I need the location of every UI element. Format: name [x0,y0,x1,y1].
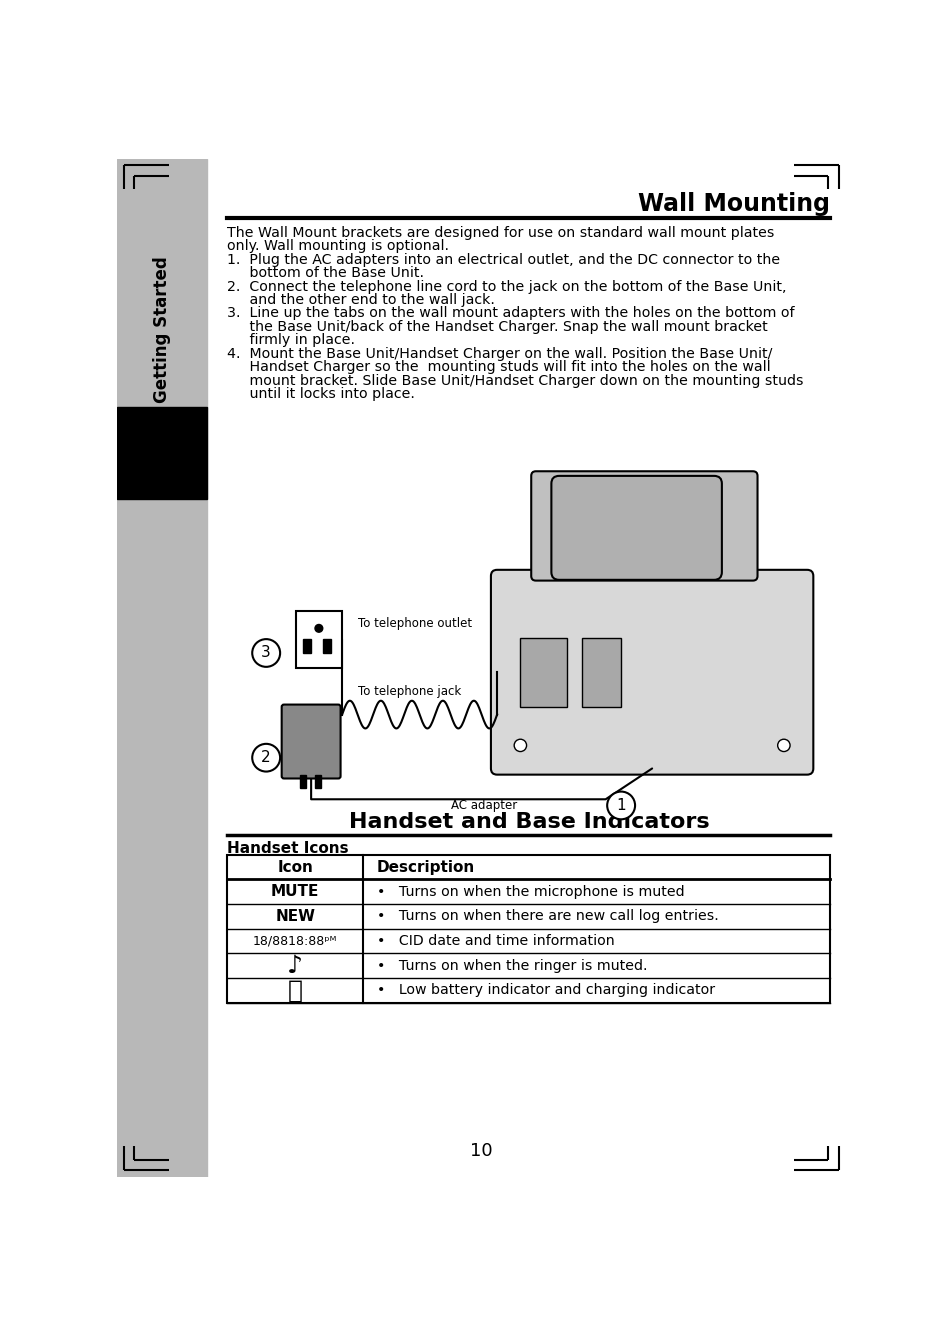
Text: until it locks into place.: until it locks into place. [227,387,415,402]
FancyBboxPatch shape [491,570,813,775]
Bar [117,159,207,1177]
Text: Wall Mounting: Wall Mounting [639,192,830,215]
Circle shape [777,739,790,751]
Text: 2: 2 [261,750,271,765]
FancyBboxPatch shape [531,471,758,580]
Text: Icon: Icon [277,859,314,875]
Text: Handset Icons: Handset Icons [227,841,349,855]
Bar [227,855,830,1002]
Text: •   Turns on when there are new call log entries.: • Turns on when there are new call log e… [377,910,718,923]
Text: Description: Description [377,859,475,875]
Text: ♪: ♪ [287,953,303,977]
Text: 2.  Connect the telephone line cord to the jack on the bottom of the Base Unit,: 2. Connect the telephone line cord to th… [227,279,787,293]
Bar [296,611,342,669]
Text: •   Turns on when the ringer is muted.: • Turns on when the ringer is muted. [377,958,648,973]
Text: mount bracket. Slide Base Unit/Handset Charger down on the mounting studs: mount bracket. Slide Base Unit/Handset C… [227,374,804,387]
Text: bottom of the Base Unit.: bottom of the Base Unit. [227,266,424,280]
Text: 1: 1 [616,798,626,813]
Circle shape [253,744,280,772]
Text: To telephone outlet: To telephone outlet [358,617,471,631]
Text: 3: 3 [261,645,271,661]
Text: To telephone jack: To telephone jack [358,685,461,698]
Circle shape [515,739,527,751]
Text: 10: 10 [470,1142,493,1159]
Text: the Base Unit/back of the Handset Charger. Snap the wall mount bracket: the Base Unit/back of the Handset Charge… [227,320,768,334]
Text: •   CID date and time information: • CID date and time information [377,933,615,948]
Circle shape [253,639,280,666]
Bar [582,637,621,707]
Text: Handset Charger so the  mounting studs will fit into the holes on the wall: Handset Charger so the mounting studs wi… [227,361,771,374]
Bar [303,639,311,653]
Text: firmly in place.: firmly in place. [227,333,356,348]
Text: 4.  Mount the Base Unit/Handset Charger on the wall. Position the Base Unit/: 4. Mount the Base Unit/Handset Charger o… [227,346,773,361]
Circle shape [315,624,323,632]
Bar [520,637,567,707]
Text: and the other end to the wall jack.: and the other end to the wall jack. [227,293,495,307]
Bar [323,639,331,653]
FancyBboxPatch shape [551,476,722,580]
Text: The Wall Mount brackets are designed for use on standard wall mount plates: The Wall Mount brackets are designed for… [227,226,775,239]
Text: Handset and Base Indicators: Handset and Base Indicators [348,812,709,832]
Text: AC adapter: AC adapter [451,798,516,812]
Text: •   Turns on when the microphone is muted: • Turns on when the microphone is muted [377,884,685,899]
Text: NEW: NEW [275,908,316,924]
Text: 3.  Line up the tabs on the wall mount adapters with the holes on the bottom of: 3. Line up the tabs on the wall mount ad… [227,307,795,320]
Bar [315,776,321,788]
Bar [300,776,306,788]
Bar [117,407,207,498]
FancyBboxPatch shape [282,705,341,779]
Text: Getting Started: Getting Started [153,256,171,403]
Text: only. Wall mounting is optional.: only. Wall mounting is optional. [227,239,450,253]
Text: 18/8818:88ᵖᴹ: 18/8818:88ᵖᴹ [253,935,337,948]
Text: MUTE: MUTE [271,884,319,899]
Text: ⎕: ⎕ [287,978,302,1002]
Circle shape [608,792,635,820]
Text: •   Low battery indicator and charging indicator: • Low battery indicator and charging ind… [377,984,716,997]
Text: 1.  Plug the AC adapters into an electrical outlet, and the DC connector to the: 1. Plug the AC adapters into an electric… [227,253,780,267]
